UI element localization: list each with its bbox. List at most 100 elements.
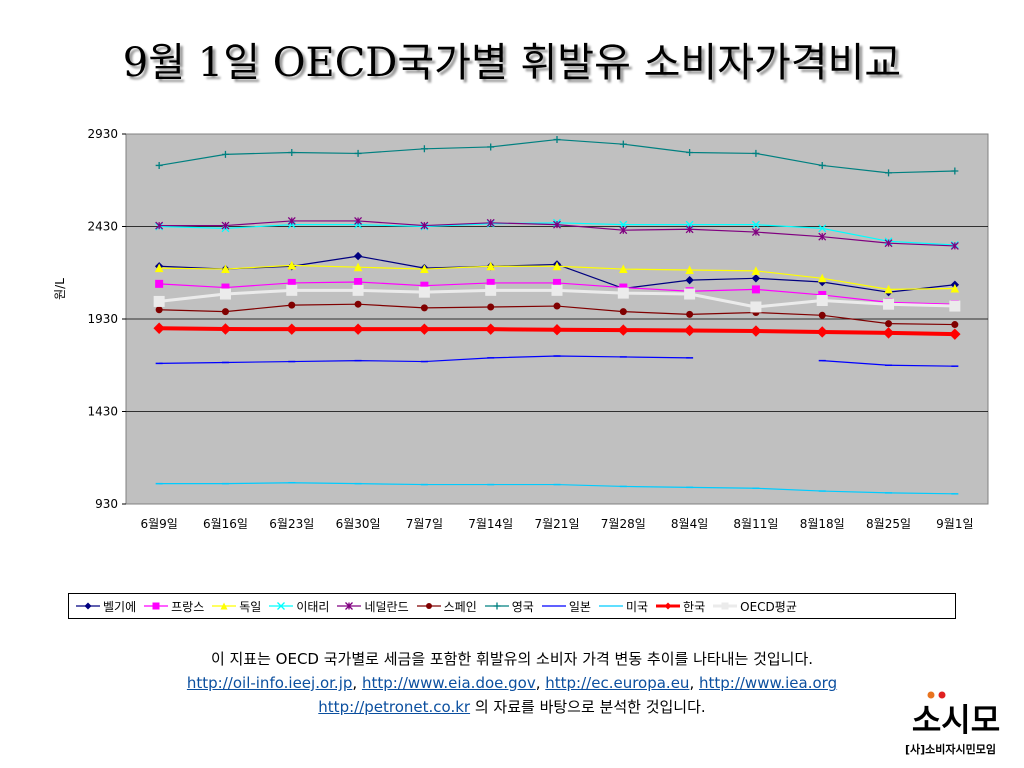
legend-label: OECD평균 xyxy=(740,599,797,614)
x-tick-label: 8월11일 xyxy=(733,517,778,531)
series-9-point xyxy=(484,323,497,335)
series-4-point xyxy=(818,232,827,241)
y-tick-label: 1930 xyxy=(87,312,118,326)
legend-swatch xyxy=(337,602,362,610)
legend-label: 영국 xyxy=(511,599,534,614)
source-link-ec[interactable]: http://ec.europa.eu xyxy=(545,674,690,692)
series-5-point xyxy=(619,308,627,316)
legend-item: 벨기에 xyxy=(75,598,136,615)
series-2-point xyxy=(486,261,496,271)
series-6-point xyxy=(487,143,495,151)
y-tick-label: 1430 xyxy=(87,405,118,419)
source-link-eia[interactable]: http://www.eia.doe.gov xyxy=(361,674,536,692)
legend-item: 미국 xyxy=(598,598,648,615)
series-3-point xyxy=(751,220,760,229)
separator: , xyxy=(535,674,546,692)
series-6-point xyxy=(951,167,959,175)
series-6-point xyxy=(686,149,694,156)
series-5-point xyxy=(288,301,296,309)
series-10-point xyxy=(418,286,430,298)
legend-item: 한국 xyxy=(655,598,705,615)
series-3-point xyxy=(354,220,363,229)
logo-dot xyxy=(938,691,946,699)
x-tick-label: 7월21일 xyxy=(535,517,580,531)
source-link-petronet[interactable]: http://petronet.co.kr xyxy=(318,698,471,716)
series-9-point xyxy=(286,323,298,335)
series-9-point xyxy=(617,324,630,336)
legend-item: OECD평균 xyxy=(712,598,797,615)
separator: , xyxy=(689,674,699,692)
legend-item: 일본 xyxy=(541,598,591,615)
page-title: 9월 1일 OECD국가별 휘발유 소비자가격비교 xyxy=(122,40,902,86)
notes-line-1: 이 지표는 OECD 국가별로 세금을 포함한 휘발유의 소비자 가격 변동 추… xyxy=(210,650,814,668)
series-2-point xyxy=(221,264,230,274)
x-tick-label: 9월1일 xyxy=(936,517,973,531)
legend-label: 이태리 xyxy=(296,599,330,614)
series-4-point xyxy=(884,239,893,248)
series-4-point xyxy=(354,216,363,225)
series-4-point xyxy=(619,226,628,235)
logo-subtitle: [사]소비자시민모임 xyxy=(905,743,997,756)
series-5-point xyxy=(686,310,694,318)
series-6-point xyxy=(553,136,561,144)
series-2-point xyxy=(287,260,297,270)
series-5-point xyxy=(221,308,229,316)
series-5-point xyxy=(885,320,893,328)
legend-item: 스페인 xyxy=(416,598,477,615)
logo-mark: 소시모 xyxy=(912,701,1000,739)
notes-line-3-text: 의 자료를 바탕으로 분석한 것입니다. xyxy=(470,698,706,716)
series-4-point xyxy=(287,216,296,225)
source-link-iea[interactable]: http://www.iea.org xyxy=(698,674,838,692)
series-9-point xyxy=(750,325,762,337)
series-9-point xyxy=(418,323,431,335)
series-5-point xyxy=(951,321,959,329)
series-2-point xyxy=(950,283,960,293)
series-2-point xyxy=(884,284,893,294)
series-4-point xyxy=(950,241,959,250)
series-4-point xyxy=(553,220,561,229)
series-6-point xyxy=(221,150,229,158)
legend-label: 독일 xyxy=(239,599,262,614)
series-9-point xyxy=(816,326,828,338)
x-tick-label: 8월4일 xyxy=(671,517,708,531)
legend-swatch xyxy=(598,605,623,607)
series-2-point xyxy=(154,263,164,273)
legend-item: 영국 xyxy=(484,598,534,615)
series-6-point xyxy=(288,149,296,156)
source-link-ieej[interactable]: http://oil-info.ieej.or.jp xyxy=(186,674,353,692)
legend-swatch xyxy=(484,602,509,610)
legend-label: 벨기에 xyxy=(103,599,137,614)
x-tick-label: 8월25일 xyxy=(866,517,911,531)
series-9-point xyxy=(219,323,232,335)
series-5-point xyxy=(487,303,495,311)
series-6-point xyxy=(155,161,163,169)
x-tick-label: 6월16일 xyxy=(203,517,248,531)
legend-label: 한국 xyxy=(683,599,706,614)
legend-label: 네덜란드 xyxy=(364,599,409,614)
series-5-point xyxy=(420,304,428,312)
logo-dot xyxy=(927,691,935,699)
series-4-point xyxy=(155,221,164,230)
legend-swatch xyxy=(713,602,738,610)
series-5-point xyxy=(354,300,362,308)
series-5-point xyxy=(155,306,163,314)
series-6-point xyxy=(420,145,428,153)
series-9-point xyxy=(683,324,696,337)
series-6-point xyxy=(885,169,893,177)
series-6-point xyxy=(354,149,362,157)
series-6-point xyxy=(619,140,627,148)
series-10-point xyxy=(286,284,298,296)
series-0-point xyxy=(751,274,761,283)
y-tick-label: 2930 xyxy=(87,127,118,141)
legend-label: 일본 xyxy=(568,599,591,614)
series-10-point xyxy=(485,284,497,296)
series-9-point xyxy=(882,327,895,339)
series-10-point xyxy=(551,284,563,296)
legend-label: 프랑스 xyxy=(171,599,205,614)
x-tick-label: 7월7일 xyxy=(406,517,443,531)
y-tick-label: 930 xyxy=(95,497,118,511)
x-tick-label: 7월14일 xyxy=(468,517,513,531)
series-1-point xyxy=(354,278,363,286)
series-6-point xyxy=(818,161,826,169)
series-2-point xyxy=(751,266,761,275)
